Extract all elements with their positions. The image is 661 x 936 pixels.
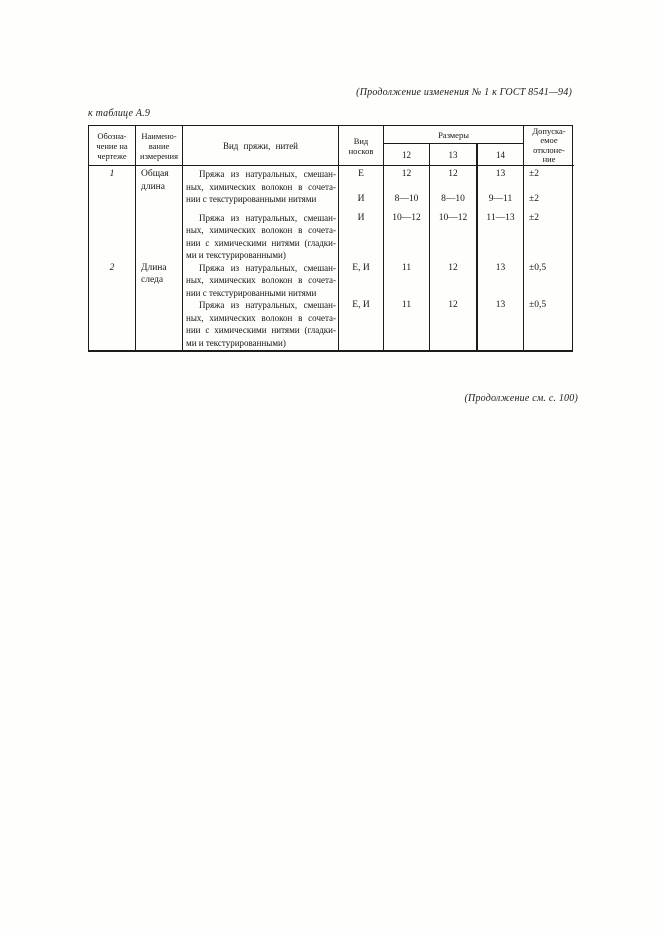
header-sizes-group: Размеры (383, 126, 523, 144)
sock-type-value: Е, И (352, 262, 370, 273)
size-14-value: 9—11 (488, 194, 513, 204)
yarn-paragraph-3: Пряжа из натуральных, смешан-ных, химиче… (186, 262, 336, 298)
header-yarn-type: Вид пряжи, нитей (182, 126, 338, 166)
size-14-value: 13 (495, 300, 506, 310)
column-tolerance: ±2 ±2 ±2 ±0,5 ±0,5 (523, 166, 574, 350)
header-size-12: 12 (383, 144, 429, 166)
yarn-paragraph-1: Пряжа из натуральных, смешан-ных, химиче… (186, 169, 336, 204)
column-size-14: 13 9—11 11—13 13 13 (476, 166, 523, 350)
tolerance-value: ±0,5 (529, 300, 547, 310)
measurements-table: Обозна-чение на чертеже Наимено-вание изме… (88, 125, 574, 352)
size-12-value: 11 (401, 262, 412, 273)
sock-type-value: И (357, 194, 365, 204)
column-size-12: 12 8—10 10—12 11 11 (383, 166, 429, 350)
size-13-value: 8—10 (441, 194, 465, 204)
continuation-ref-note: (Продолжение см. с. 100) (464, 393, 578, 404)
column-yarn-type: Пряжа из натуральных, смешан-ных, химиче… (182, 166, 338, 350)
size-14-value: 11—13 (486, 212, 515, 223)
size-12-value: 8—10 (394, 194, 419, 204)
tolerance-value: ±0,5 (529, 262, 547, 273)
size-12-value: 12 (401, 169, 412, 179)
measure-label-2: Длина следа (141, 262, 167, 286)
yarn-paragraph-2: Пряжа из натуральных, смешан-ных, химиче… (186, 212, 336, 261)
table-caption: к таблице А.9 (88, 108, 151, 119)
continuation-header-note: (Продолжение изменения № 1 к ГОСТ 8541—9… (356, 87, 572, 98)
yarn-paragraph-4: Пряжа из натуральных, смешан-ных, химиче… (186, 300, 336, 348)
column-size-13: 12 8—10 10—12 12 12 (429, 166, 476, 350)
sock-type-value: Е, И (352, 300, 370, 310)
designation-value-1: 1 (109, 169, 115, 179)
designation-value-2: 2 (109, 262, 115, 273)
sock-type-value: И (357, 212, 365, 223)
size-14-value: 13 (495, 169, 506, 179)
header-size-14: 14 (476, 144, 523, 166)
tolerance-value: ±2 (529, 169, 539, 179)
sock-type-value: Е (358, 169, 364, 179)
header-measure: Наимено-вание измерения (135, 126, 182, 166)
tolerance-value: ±2 (529, 194, 539, 204)
size-13-value: 12 (448, 169, 458, 179)
column-measure: Общая длина Длина следа (135, 166, 182, 350)
size-12-value: 10—12 (392, 212, 421, 223)
header-size-13: 13 (429, 144, 476, 166)
header-designation: Обозна-чение на чертеже (89, 126, 135, 166)
size-13-value: 10—12 (438, 212, 468, 223)
size-12-value: 11 (401, 300, 412, 310)
size-14-value: 13 (495, 262, 506, 273)
header-tolerance: Допуска-емое отклоне-ние (523, 126, 574, 166)
header-sock-type: Вид носков (338, 126, 383, 166)
column-sock-type: Е И И Е, И Е, И (338, 166, 383, 350)
measure-label-1: Общая длина (141, 169, 169, 192)
size-13-value: 12 (448, 262, 458, 273)
tolerance-value: ±2 (529, 212, 539, 223)
column-designation: 1 2 (89, 166, 135, 350)
size-13-value: 12 (448, 300, 458, 310)
